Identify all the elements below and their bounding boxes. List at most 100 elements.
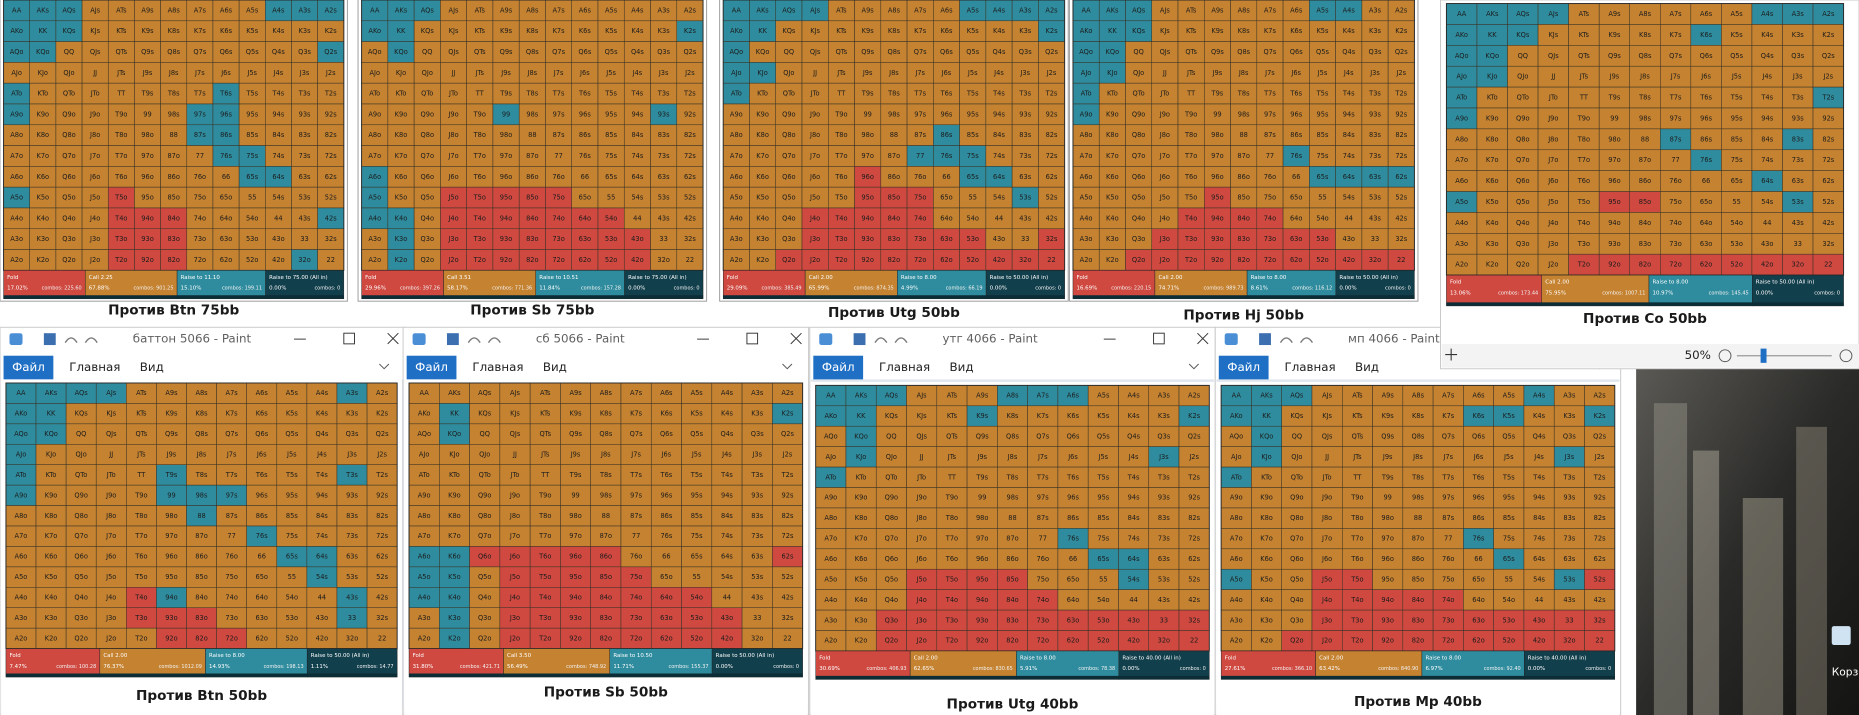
hand-label: AJs [1548,10,1558,18]
hand-label: AKo [730,27,743,35]
hand-label: KTs [1352,412,1363,420]
hand-label: AQo [824,432,838,440]
menu-item[interactable]: Файл [415,360,448,374]
hand-label: 94o [1608,219,1620,227]
maximize-button[interactable] [1153,332,1165,345]
close-button[interactable] [1197,332,1209,345]
hand-label: 65s [1317,173,1329,181]
hand-label: K3o [1106,235,1119,243]
menu-item[interactable]: Файл [1227,360,1260,374]
menu-item[interactable]: Файл [822,360,855,374]
hand-label: Q2s [781,430,794,438]
hand-label: J7o [105,532,116,540]
hand-label: 95s [691,491,703,499]
hand-label: J7s [1670,73,1681,81]
hand-label: Q9s [165,430,178,438]
hand-label: J7o [1321,535,1332,543]
desktop-photo: Корз [1636,365,1859,715]
file-menu-button[interactable] [1218,355,1269,380]
hand-label: 77 [1039,535,1047,543]
hand-label: Q2s [376,430,389,438]
hand-label: T7o [834,152,847,160]
hand-label: A4s [1128,392,1141,400]
hand-label: ATs [836,6,847,14]
hand-label: 95s [1097,494,1109,502]
hand-label: K4o [855,596,868,604]
hand-label: 87o [1006,535,1018,543]
hand-label: 77 [1671,156,1679,164]
hand-label: J6o [447,173,458,181]
hand-label: 83o [1006,616,1018,624]
hand-label: K9o [1260,494,1273,502]
hand-label: 82s [1188,514,1200,522]
hand-label: 44 [723,594,731,602]
hand-label: A3o [1080,235,1093,243]
hand-label: K7o [37,152,50,160]
footer-box [408,648,504,678]
menu-item[interactable]: Вид [950,360,974,374]
file-menu-button[interactable] [3,355,54,380]
hand-label: J2s [782,451,793,459]
hand-label: T7o [1350,535,1363,543]
desktop-icon[interactable] [1831,626,1851,646]
hand-label: J7s [1442,453,1453,461]
app-icon [412,333,426,346]
maximize-button[interactable] [343,332,355,345]
hand-label: 62s [1188,555,1200,563]
close-button[interactable] [387,332,399,345]
hand-label: K8o [45,512,58,520]
hand-label: J6s [256,451,267,459]
panel-caption: Против Co 50bb [1583,311,1707,327]
hand-label: 42s [1594,596,1606,604]
footer-combos: combos: 157.28 [581,286,621,292]
menu-item[interactable]: Главная [69,360,120,374]
menu-item[interactable]: Главная [472,360,523,374]
hand-label: 83s [1369,131,1381,139]
maximize-button[interactable] [746,332,759,345]
menu-item[interactable]: Вид [543,360,567,374]
hand-label: T4s [1760,94,1773,102]
zoom-thumb[interactable] [1760,348,1767,363]
hand-label: ATo [15,471,26,479]
hand-label: T3s [1018,90,1031,98]
hand-label: J2o [1159,256,1170,264]
hand-label: Q4s [1761,52,1774,60]
hand-label: Q6o [1290,555,1303,563]
hand-label: Q9s [1211,48,1224,56]
file-menu-button[interactable] [813,355,864,380]
hand-label: JJ [451,69,456,77]
menu-item[interactable]: Главная [879,360,930,374]
hand-label: K5o [756,194,769,202]
hand-label: 62s [376,553,388,561]
hand-label: KJo [1107,69,1117,77]
hand-label: 52o [1097,637,1109,645]
menu-item[interactable]: Вид [1355,360,1379,374]
hand-label: Q6s [940,48,953,56]
hand-label: K6o [756,173,769,181]
hand-label: 76o [914,173,926,181]
hand-label: 43o [721,614,733,622]
footer-combos: combos: 173.44 [1498,290,1538,296]
hand-label: KTo [1107,90,1118,98]
hand-label: 92s [1594,494,1606,502]
hand-label: 64o [1067,596,1079,604]
footer-percent: 0.00% [269,286,286,292]
hand-label: J4s [273,69,284,77]
hand-label: AJo [419,451,430,459]
file-menu-button[interactable] [406,355,457,380]
hand-label: A6s [660,389,673,397]
hand-label: A4o [1230,596,1243,604]
hand-label: J9o [1547,114,1558,122]
close-button[interactable] [790,332,802,345]
menu-item[interactable]: Вид [140,360,164,374]
hand-label: 42o [1127,637,1139,645]
hand-label: 33 [1021,235,1029,243]
menu-item[interactable]: Файл [12,360,45,374]
menu-item[interactable]: Главная [1284,360,1335,374]
hand-label: JJ [108,451,113,459]
footer-action: Raise to 75.00 (All in) [628,275,687,281]
hand-label: J5o [509,573,520,581]
hand-label: Q9s [976,432,989,440]
hand-label: 92o [1211,256,1223,264]
